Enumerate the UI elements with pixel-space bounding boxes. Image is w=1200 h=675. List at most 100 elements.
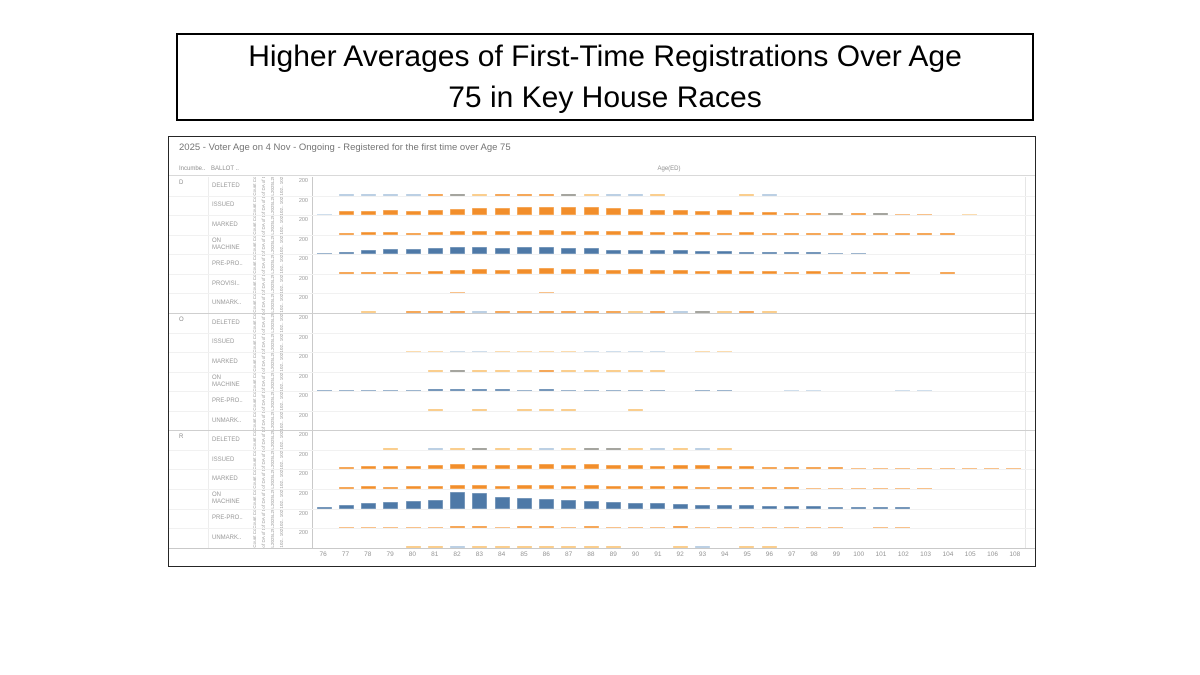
bar[interactable] — [361, 389, 377, 392]
bar[interactable] — [494, 248, 510, 255]
bar[interactable] — [494, 270, 510, 274]
ballot-label[interactable]: PRE-PRO.. — [208, 255, 249, 274]
bar[interactable] — [516, 546, 532, 548]
bar[interactable] — [539, 193, 555, 196]
bar[interactable] — [583, 268, 599, 274]
ballot-label[interactable]: ISSUED — [208, 450, 249, 470]
bar[interactable] — [539, 464, 555, 470]
bar[interactable] — [383, 501, 399, 509]
bar[interactable] — [717, 232, 733, 235]
bar[interactable] — [672, 311, 688, 313]
bar[interactable] — [405, 350, 421, 353]
ballot-label[interactable]: PRE-PRO.. — [208, 392, 249, 411]
incumbent-label[interactable] — [169, 216, 208, 235]
bar[interactable] — [650, 465, 666, 470]
bar[interactable] — [783, 252, 799, 255]
ballot-label[interactable]: UNMARK.. — [208, 411, 249, 431]
bar[interactable] — [516, 497, 532, 509]
bar[interactable] — [561, 311, 577, 313]
column-header-ballot[interactable]: BALLOT .. — [211, 166, 239, 172]
bar[interactable] — [672, 231, 688, 235]
bar[interactable] — [539, 350, 555, 353]
bar[interactable] — [739, 466, 755, 470]
bar[interactable] — [850, 272, 866, 274]
bar[interactable] — [761, 505, 777, 509]
bar[interactable] — [539, 448, 555, 450]
bar[interactable] — [717, 465, 733, 470]
bar[interactable] — [316, 507, 332, 509]
bar[interactable] — [628, 389, 644, 392]
bar[interactable] — [450, 448, 466, 450]
bar[interactable] — [850, 233, 866, 235]
bar[interactable] — [650, 526, 666, 529]
bar[interactable] — [650, 311, 666, 313]
bar[interactable] — [383, 486, 399, 489]
bar[interactable] — [405, 233, 421, 235]
bar[interactable] — [872, 487, 888, 489]
bar[interactable] — [650, 370, 666, 372]
ballot-label[interactable]: MARKED — [208, 216, 249, 235]
bar[interactable] — [717, 270, 733, 274]
bar[interactable] — [628, 409, 644, 411]
bar[interactable] — [583, 311, 599, 313]
bar[interactable] — [450, 525, 466, 529]
bar[interactable] — [605, 194, 621, 196]
bar[interactable] — [472, 246, 488, 255]
bar[interactable] — [761, 526, 777, 529]
bar[interactable] — [605, 465, 621, 470]
bar[interactable] — [450, 370, 466, 372]
bar[interactable] — [472, 230, 488, 235]
bar[interactable] — [472, 208, 488, 216]
incumbent-label[interactable] — [169, 197, 208, 216]
incumbent-label[interactable] — [169, 510, 208, 529]
bar[interactable] — [405, 271, 421, 274]
bar[interactable] — [917, 389, 933, 392]
bar[interactable] — [806, 252, 822, 255]
bar[interactable] — [717, 251, 733, 255]
incumbent-label[interactable] — [169, 294, 208, 313]
bar[interactable] — [739, 232, 755, 235]
bar[interactable] — [450, 546, 466, 548]
bar[interactable] — [628, 526, 644, 529]
bar[interactable] — [472, 485, 488, 489]
bar[interactable] — [806, 212, 822, 216]
bar[interactable] — [739, 505, 755, 509]
bar[interactable] — [872, 526, 888, 529]
bar[interactable] — [516, 389, 532, 392]
bar[interactable] — [583, 194, 599, 196]
bar[interactable] — [650, 486, 666, 489]
bar[interactable] — [605, 249, 621, 255]
bar[interactable] — [650, 350, 666, 353]
bar[interactable] — [427, 448, 443, 450]
bar[interactable] — [361, 486, 377, 489]
bar[interactable] — [561, 350, 577, 353]
ballot-label[interactable]: UNMARK.. — [208, 294, 249, 313]
bar[interactable] — [427, 350, 443, 353]
bar[interactable] — [650, 232, 666, 235]
bar[interactable] — [650, 194, 666, 196]
bar[interactable] — [361, 466, 377, 470]
bar[interactable] — [338, 194, 354, 196]
bar[interactable] — [583, 448, 599, 450]
bar[interactable] — [605, 350, 621, 353]
bar[interactable] — [516, 370, 532, 372]
bar[interactable] — [316, 252, 332, 255]
bar[interactable] — [338, 232, 354, 235]
bar[interactable] — [939, 467, 955, 470]
bar[interactable] — [761, 194, 777, 196]
bar[interactable] — [450, 311, 466, 313]
bar[interactable] — [895, 233, 911, 235]
bar[interactable] — [605, 448, 621, 450]
bar[interactable] — [583, 207, 599, 216]
bar[interactable] — [338, 251, 354, 255]
bar[interactable] — [516, 350, 532, 353]
bar[interactable] — [694, 526, 710, 529]
bar[interactable] — [605, 231, 621, 235]
bar[interactable] — [783, 212, 799, 216]
bar[interactable] — [539, 498, 555, 509]
incumbent-label[interactable] — [169, 392, 208, 411]
bar[interactable] — [361, 526, 377, 529]
bar[interactable] — [672, 526, 688, 529]
bar[interactable] — [583, 546, 599, 548]
bar[interactable] — [561, 448, 577, 450]
